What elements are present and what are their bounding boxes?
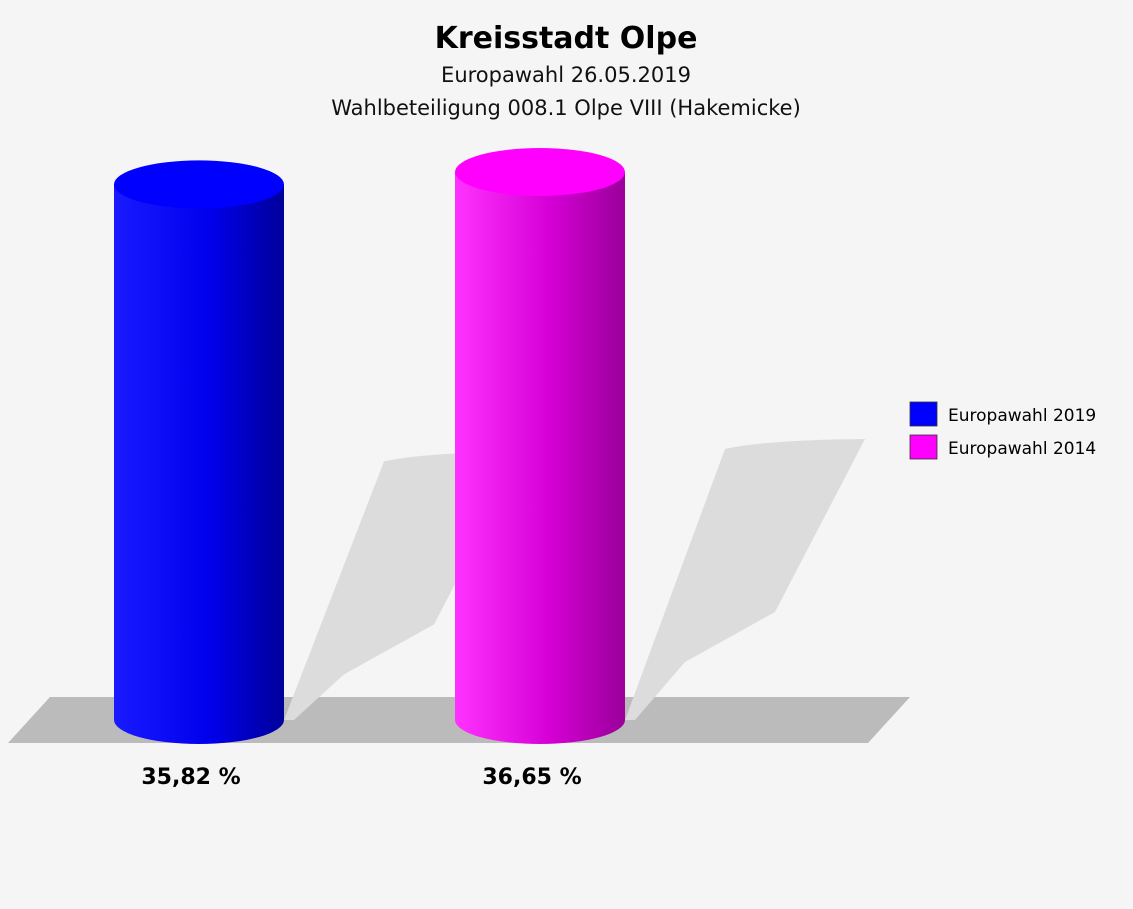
- legend-swatch-2: [909, 434, 938, 460]
- value-labels: 35,82 % 36,65 %: [141, 765, 581, 790]
- legend-label-1: Europawahl 2019: [948, 406, 1096, 426]
- legend: Europawahl 2019 Europawahl 2014: [909, 401, 1096, 460]
- value-label-1: 35,82 %: [141, 765, 240, 790]
- bar-shadow: [625, 439, 865, 720]
- bar-2-body: [455, 172, 625, 744]
- bar-2-top: [455, 148, 625, 196]
- chart-title: Kreisstadt Olpe: [435, 21, 698, 56]
- bar-1-body: [114, 184, 284, 744]
- legend-label-2: Europawahl 2014: [948, 439, 1096, 459]
- chart-subtitle-line-1: Europawahl 26.05.2019: [441, 63, 691, 87]
- value-label-2: 36,65 %: [482, 765, 581, 790]
- bars: [114, 148, 625, 744]
- legend-swatch-1: [909, 401, 938, 427]
- bar-1-top: [114, 160, 284, 209]
- chart-subtitle-line-2: Wahlbeteiligung 008.1 Olpe VIII (Hakemic…: [331, 96, 801, 120]
